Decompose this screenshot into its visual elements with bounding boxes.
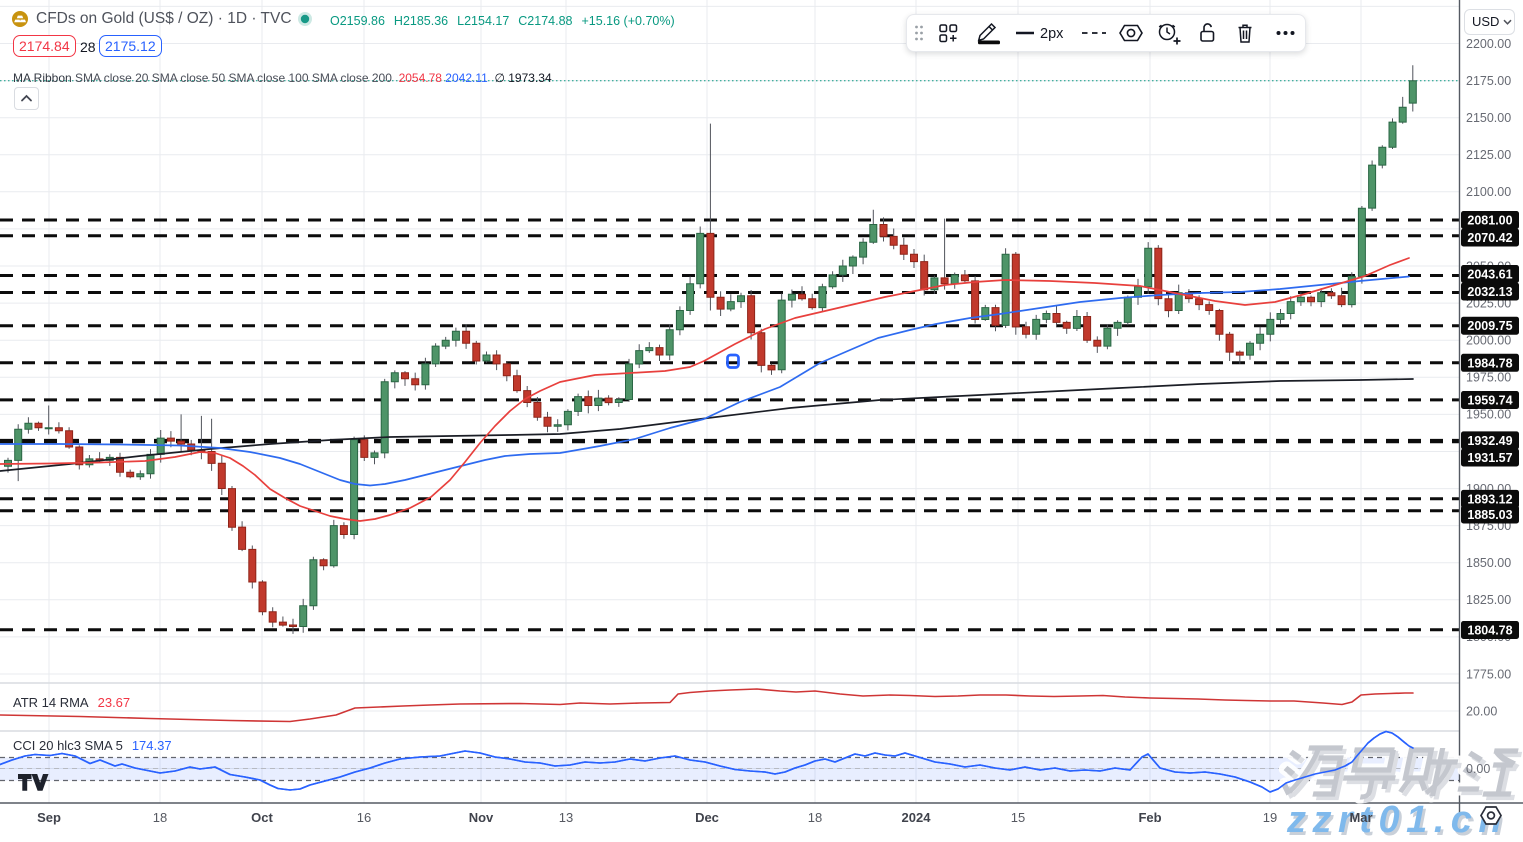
svg-text:Mar: Mar	[1349, 810, 1372, 825]
svg-text:0.00: 0.00	[1466, 762, 1490, 776]
svg-text:2px: 2px	[1040, 26, 1064, 42]
